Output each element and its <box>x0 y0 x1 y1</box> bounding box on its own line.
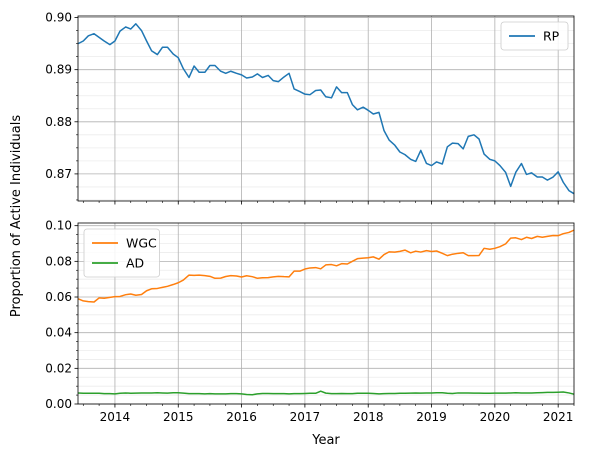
y-tick-label: 0.88 <box>45 115 72 129</box>
x-tick-label: 2018 <box>353 410 384 424</box>
series-line-rp <box>77 23 575 195</box>
legend-box <box>83 228 160 278</box>
y-axis-label: Proportion of Active Individuals <box>9 115 24 318</box>
x-tick-label: 2020 <box>480 410 511 424</box>
series-line-ad <box>78 390 575 396</box>
top-panel: 0.87 0.88 0.89 0.90 RP <box>45 11 575 205</box>
y-tick-label: 0.87 <box>45 167 72 181</box>
legend-label-rp: RP <box>543 29 560 44</box>
y-tick-label: 0.10 <box>45 219 72 233</box>
y-tick-label: 0.89 <box>45 63 72 77</box>
x-tick-label: 2015 <box>163 410 194 424</box>
bottom-panel: 0.00 0.02 0.04 0.06 0.08 0.10 2014 2015 2016 2017… <box>45 219 575 424</box>
legend-label-ad: AD <box>126 256 144 271</box>
x-tick-label: 2017 <box>290 410 321 424</box>
y-tick-label: 0.06 <box>45 290 72 304</box>
y-tick-label: 0.02 <box>45 361 72 375</box>
y-tick-label: 0.00 <box>45 397 72 411</box>
y-tick-label: 0.90 <box>45 11 72 25</box>
x-axis-label: Year <box>311 433 340 448</box>
y-tick-label: 0.04 <box>45 326 72 340</box>
x-tick-label: 2021 <box>543 410 574 424</box>
x-tick-label: 2016 <box>226 410 257 424</box>
legend-label-wgc: WGC <box>126 236 157 251</box>
series-line-wgc <box>77 229 575 303</box>
y-tick-label: 0.08 <box>45 254 72 268</box>
axes-frame <box>77 222 575 405</box>
legend: RP <box>500 21 569 51</box>
x-tick-label: 2019 <box>416 410 447 424</box>
legend: WGC AD <box>83 228 160 278</box>
x-tick-label: 2014 <box>100 410 131 424</box>
